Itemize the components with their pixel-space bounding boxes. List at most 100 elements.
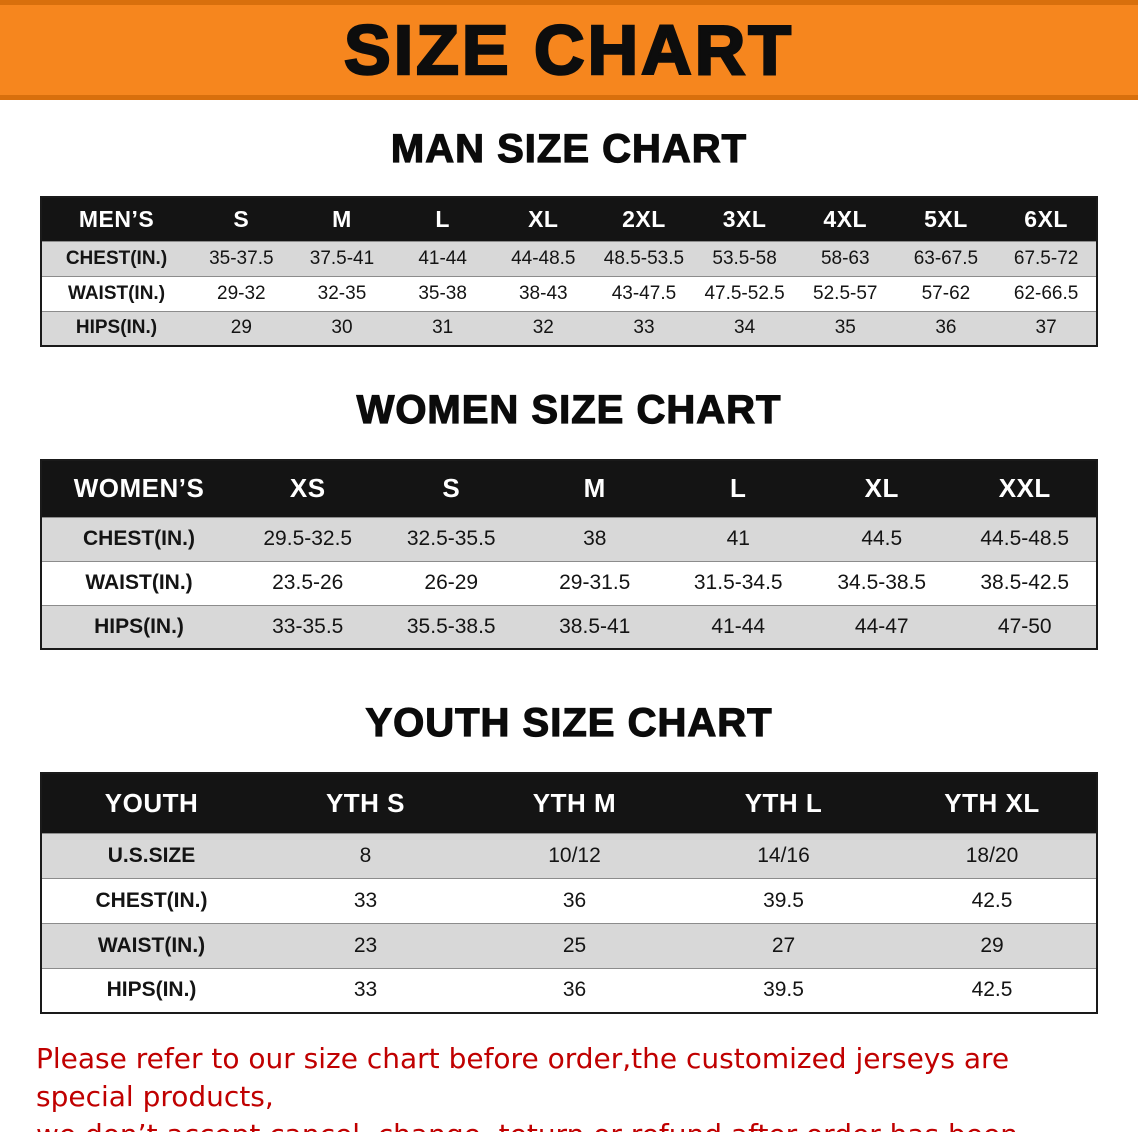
measurement-value: 67.5-72	[996, 240, 1097, 276]
measurement-value: 38.5-41	[523, 604, 667, 649]
measurement-value: 32-35	[291, 275, 393, 311]
measurement-row: WAIST(IN.) 23.5-26 26-29 29-31.5 31.5-34.5 34…	[41, 560, 1097, 605]
measurement-label: CHEST(IN.)	[41, 240, 191, 276]
measurement-value: 31	[392, 310, 493, 346]
measurement-label: HIPS(IN.)	[41, 604, 236, 649]
measurement-label: WAIST(IN.)	[41, 275, 191, 311]
size-column-header: L	[730, 473, 747, 504]
measurement-value: 39.5	[679, 967, 888, 1013]
measurement-value: 38	[523, 516, 667, 561]
measurement-row: HIPS(IN.) 29 30 31 32 33 34 35 36 37	[41, 310, 1097, 346]
measurement-value: 34.5-38.5	[810, 560, 954, 605]
size-column-header: M	[583, 473, 606, 504]
measurement-value: 33	[261, 967, 470, 1013]
size-column-header: 3XL	[722, 205, 767, 232]
measurement-label: HIPS(IN.)	[41, 967, 261, 1013]
size-column-header: 5XL	[924, 205, 968, 232]
measurement-value: 18/20	[888, 832, 1097, 878]
measurement-value: 44.5	[810, 516, 954, 561]
size-column-header: S	[233, 205, 250, 232]
measurement-value: 37.5-41	[291, 240, 393, 276]
men-section-heading: MAN SIZE CHART	[390, 126, 748, 171]
measurement-value: 63-67.5	[895, 240, 997, 276]
measurement-row: CHEST(IN.) 33 36 39.5 42.5	[41, 877, 1097, 923]
measurement-value: 53.5-58	[694, 240, 795, 276]
measurement-value: 44.5-48.5	[953, 516, 1097, 561]
size-column-header: YTH S	[325, 787, 406, 818]
measurement-value: 44-47	[810, 604, 954, 649]
measurement-value: 43-47.5	[593, 275, 695, 311]
measurement-value: 26-29	[379, 560, 523, 605]
notice-line-2: we don’t accept cancel, change, teturn o…	[36, 1116, 1102, 1132]
women-size-section: WOMEN SIZE CHART WOMEN’S XS S M L XL XXL CHEST(…	[0, 387, 1138, 650]
measurement-value: 35-37.5	[191, 240, 292, 276]
women-size-table: WOMEN’S XS S M L XL XXL CHEST(IN.) 29.5-32.5 32.5…	[40, 459, 1098, 650]
table-header-row: MEN’S S M L XL 2XL 3XL 4XL 5XL 6XL	[41, 197, 1097, 241]
men-size-table: MEN’S S M L XL 2XL 3XL 4XL 5XL 6XL CHEST(IN.) 35-37…	[40, 196, 1098, 347]
youth-size-table: YOUTH YTH S YTH M YTH L YTH XL U.S.SIZE 8 10/12…	[40, 772, 1098, 1014]
measurement-value: 31.5-34.5	[666, 560, 810, 605]
measurement-value: 29	[191, 310, 292, 346]
table-corner-label: WOMEN’S	[73, 473, 205, 504]
measurement-value: 35	[794, 310, 896, 346]
measurement-value: 14/16	[679, 832, 888, 878]
youth-section-heading: YOUTH SIZE CHART	[365, 700, 773, 745]
banner: SIZE CHART	[0, 0, 1138, 100]
measurement-value: 58-63	[794, 240, 896, 276]
measurement-row: HIPS(IN.) 33 36 39.5 42.5	[41, 967, 1097, 1013]
measurement-value: 38-43	[492, 275, 594, 311]
men-size-section: MAN SIZE CHART MEN’S S M L XL 2XL 3XL 4XL 5XL 6XL…	[0, 126, 1138, 347]
measurement-row: U.S.SIZE 8 10/12 14/16 18/20	[41, 832, 1097, 878]
measurement-value: 23	[261, 922, 470, 968]
size-column-header: 4XL	[823, 205, 868, 232]
measurement-label: WAIST(IN.)	[41, 560, 236, 605]
size-column-header: YTH M	[532, 787, 617, 818]
measurement-value: 27	[679, 922, 888, 968]
size-column-header: XS	[289, 473, 326, 504]
measurement-value: 57-62	[895, 275, 997, 311]
measurement-value: 48.5-53.5	[593, 240, 695, 276]
measurement-value: 35-38	[392, 275, 493, 311]
youth-size-section: YOUTH SIZE CHART YOUTH YTH S YTH M YTH L YTH…	[0, 700, 1138, 1014]
table-header-row: WOMEN’S XS S M L XL XXL	[41, 460, 1097, 517]
measurement-label: HIPS(IN.)	[41, 310, 191, 346]
size-column-header: XXL	[998, 473, 1051, 504]
measurement-row: CHEST(IN.) 29.5-32.5 32.5-35.5 38 41 44.5 44.5…	[41, 516, 1097, 561]
measurement-value: 34	[694, 310, 795, 346]
size-column-header: 2XL	[622, 205, 666, 232]
measurement-value: 41-44	[392, 240, 493, 276]
measurement-value: 30	[291, 310, 393, 346]
table-header-row: YOUTH YTH S YTH M YTH L YTH XL	[41, 773, 1097, 833]
measurement-row: WAIST(IN.) 23 25 27 29	[41, 922, 1097, 968]
page-title: SIZE CHART	[343, 11, 794, 89]
women-section-heading: WOMEN SIZE CHART	[356, 387, 782, 432]
size-column-header: L	[435, 205, 450, 232]
measurement-value: 33	[261, 877, 470, 923]
footer-notice: Please refer to our size chart before or…	[0, 1040, 1138, 1132]
measurement-value: 8	[261, 832, 470, 878]
size-column-header: 6XL	[1024, 205, 1068, 232]
measurement-value: 29-31.5	[523, 560, 667, 605]
measurement-value: 42.5	[888, 967, 1097, 1013]
measurement-value: 44-48.5	[492, 240, 594, 276]
size-column-header: YTH L	[744, 787, 823, 818]
measurement-value: 29-32	[191, 275, 292, 311]
measurement-value: 29.5-32.5	[236, 516, 380, 561]
size-column-header: YTH XL	[944, 787, 1040, 818]
measurement-value: 62-66.5	[996, 275, 1097, 311]
measurement-value: 33-35.5	[236, 604, 380, 649]
measurement-value: 25	[470, 922, 679, 968]
measurement-value: 39.5	[679, 877, 888, 923]
measurement-row: CHEST(IN.) 35-37.5 37.5-41 41-44 44-48.5 48.5…	[41, 240, 1097, 276]
measurement-value: 23.5-26	[236, 560, 380, 605]
measurement-value: 29	[888, 922, 1097, 968]
measurement-value: 52.5-57	[794, 275, 896, 311]
measurement-value: 47.5-52.5	[694, 275, 795, 311]
notice-line-1: Please refer to our size chart before or…	[36, 1042, 1010, 1113]
size-column-header: XL	[864, 473, 899, 504]
measurement-label: CHEST(IN.)	[41, 877, 261, 923]
measurement-value: 10/12	[470, 832, 679, 878]
size-column-header: S	[442, 473, 461, 504]
measurement-label: WAIST(IN.)	[41, 922, 261, 968]
